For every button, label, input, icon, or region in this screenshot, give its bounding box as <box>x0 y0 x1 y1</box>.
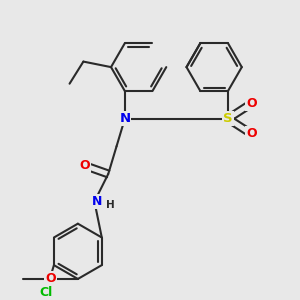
Text: N: N <box>92 195 103 208</box>
Text: O: O <box>80 159 90 172</box>
Text: S: S <box>223 112 233 125</box>
Text: O: O <box>246 128 257 140</box>
Text: O: O <box>246 97 257 110</box>
Text: H: H <box>106 200 115 209</box>
Text: O: O <box>45 272 56 286</box>
Text: N: N <box>119 112 130 125</box>
Text: Cl: Cl <box>39 286 52 299</box>
